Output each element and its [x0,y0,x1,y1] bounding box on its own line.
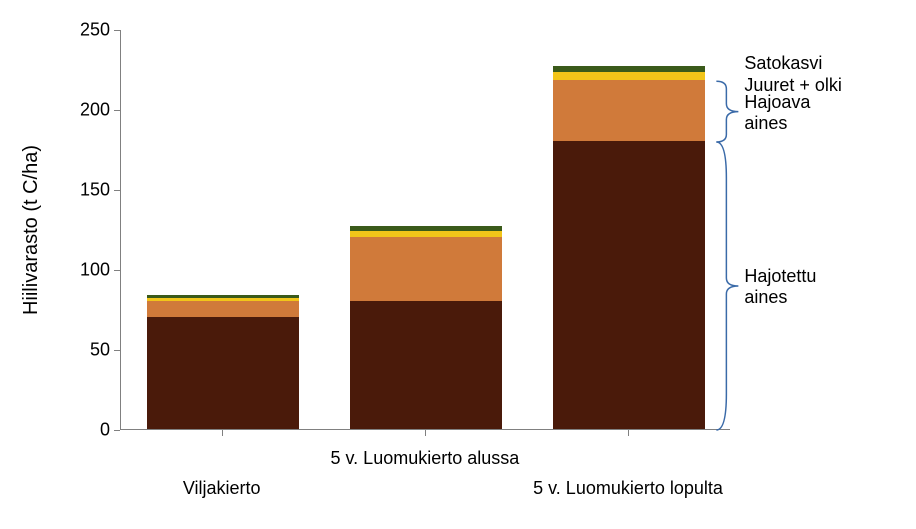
y-tick [114,190,120,191]
bar-segment-hajoava_aines [147,301,300,317]
y-tick [114,270,120,271]
bar-segment-hajotettu_aines [147,317,300,429]
x-axis-label: 5 v. Luomukierto alussa [331,448,520,469]
bar-luomu_lopulta [553,66,706,429]
y-tick [114,30,120,31]
y-tick-label: 0 [60,420,110,441]
y-tick-label: 250 [60,20,110,41]
chart-container: Hiilivarasto (t C/ha) 0 50 100 150 200 250 Vil… [0,0,916,529]
x-tick [222,430,223,436]
plot-area [120,30,730,430]
y-axis-title: Hiilivarasto (t C/ha) [20,145,43,315]
x-axis-label: Viljakierto [183,478,261,499]
legend-label-satokasvi: Satokasvi [744,53,822,74]
x-axis-label: 5 v. Luomukierto lopulta [533,478,723,499]
bar-segment-hajoava_aines [350,237,503,301]
bar-segment-hajoava_aines [553,80,706,141]
y-tick-label: 50 [60,340,110,361]
bar-segment-hajotettu_aines [350,301,503,429]
x-tick [628,430,629,436]
bar-segment-hajotettu_aines [553,141,706,429]
y-tick-label: 150 [60,180,110,201]
y-tick [114,430,120,431]
y-tick-label: 200 [60,100,110,121]
y-tick [114,110,120,111]
y-tick-label: 100 [60,260,110,281]
bar-segment-juuret_olki [553,72,706,80]
legend-label-hajoava_aines: Hajoavaaines [744,92,810,134]
legend-label-hajotettu_aines: Hajotettuaines [744,266,816,308]
y-tick [114,350,120,351]
bar-luomu_alussa [350,226,503,429]
x-tick [425,430,426,436]
bar-viljakierto [147,295,300,429]
